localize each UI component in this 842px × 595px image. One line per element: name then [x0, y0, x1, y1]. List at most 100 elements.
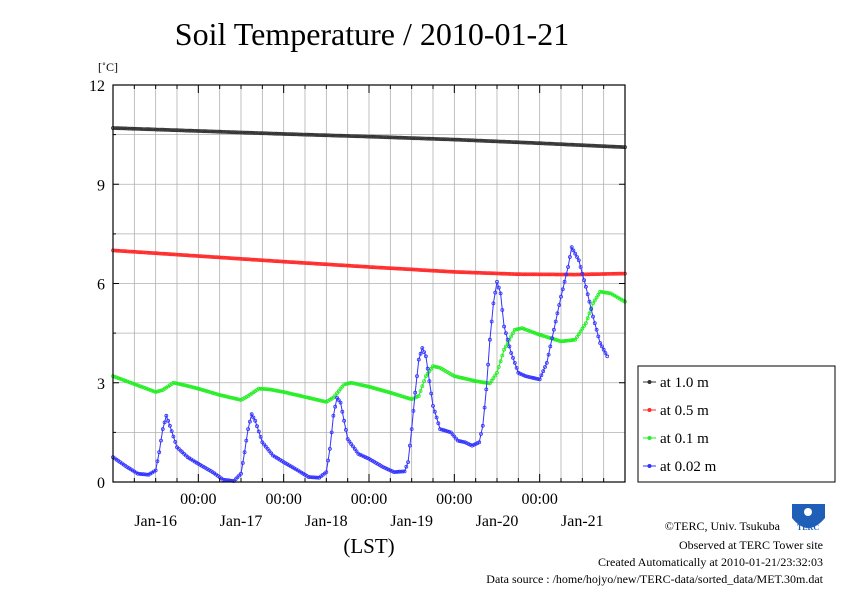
- data-point: [351, 444, 355, 449]
- data-point: [255, 257, 259, 262]
- data-point: [471, 442, 476, 447]
- data-point: [404, 135, 409, 140]
- data-point: [178, 252, 183, 257]
- data-point: [539, 272, 544, 277]
- data-point: [189, 128, 194, 133]
- data-point: [553, 142, 558, 146]
- data-point: [135, 383, 140, 388]
- data-point: [479, 432, 483, 436]
- data-point: [569, 245, 574, 250]
- data-point: [343, 382, 348, 386]
- data-point: [587, 143, 592, 148]
- data-point: [477, 270, 482, 275]
- data-point: [255, 131, 259, 135]
- data-point: [445, 429, 450, 434]
- data-point: [592, 272, 597, 277]
- data-point: [454, 270, 459, 274]
- data-point: [607, 291, 611, 296]
- data-point: [367, 265, 371, 269]
- data-point: [578, 143, 583, 148]
- data-point: [196, 129, 201, 133]
- data-point: [559, 339, 563, 344]
- data-point: [614, 271, 618, 276]
- data-point: [416, 357, 421, 362]
- data-point: [127, 249, 131, 254]
- legend: at 1.0 m at 0.5 m at 0.1 m at 0.02 m: [637, 365, 836, 483]
- data-point: [377, 265, 382, 270]
- data-point: [585, 143, 590, 148]
- data-point: [246, 427, 251, 432]
- data-point: [278, 259, 283, 264]
- data-point: [562, 142, 567, 147]
- data-point: [253, 131, 258, 135]
- data-point: [528, 329, 533, 334]
- data-point: [160, 427, 165, 432]
- data-point: [118, 248, 122, 253]
- terc-logo-shield: [792, 504, 825, 528]
- data-point: [544, 272, 549, 277]
- data-point: [205, 389, 210, 394]
- data-point: [464, 138, 469, 143]
- data-point: [445, 137, 450, 142]
- data-point: [375, 134, 380, 139]
- data-point: [171, 434, 176, 439]
- data-point: [397, 266, 402, 271]
- data-point: [393, 392, 398, 397]
- data-point: [600, 344, 604, 349]
- data-point: [575, 272, 579, 277]
- legend-label: at 1.0 m: [660, 375, 709, 391]
- data-point: [224, 394, 229, 399]
- data-point: [199, 254, 204, 259]
- data-point: [198, 254, 203, 259]
- data-point: [441, 137, 446, 142]
- series-at-0-02-m: [111, 245, 610, 483]
- data-point: [495, 370, 499, 375]
- data-point: [576, 332, 581, 337]
- data-point: [247, 130, 252, 135]
- data-point: [212, 255, 217, 260]
- data-point: [587, 311, 592, 316]
- data-point: [521, 272, 526, 277]
- data-point: [589, 272, 594, 277]
- data-point: [500, 271, 505, 276]
- data-point: [214, 255, 219, 260]
- data-point: [393, 266, 398, 271]
- data-point: [500, 139, 505, 144]
- data-point: [148, 127, 153, 132]
- data-point: [475, 270, 480, 275]
- data-point: [439, 137, 444, 142]
- data-point: [391, 266, 396, 271]
- data-point: [315, 133, 320, 137]
- data-point: [244, 257, 249, 262]
- data-point: [509, 272, 514, 276]
- data-point: [247, 257, 252, 262]
- y-tick-label: 6: [97, 277, 105, 294]
- data-point: [144, 127, 149, 132]
- data-point: [151, 127, 156, 132]
- y-unit-label: [˚C]: [98, 60, 118, 74]
- data-point: [304, 395, 309, 400]
- data-point: [288, 260, 293, 265]
- data-point: [317, 398, 322, 403]
- data-point: [454, 374, 459, 379]
- data-point: [498, 359, 503, 364]
- data-point: [598, 144, 602, 148]
- data-point: [192, 128, 197, 133]
- data-point: [278, 389, 283, 394]
- data-point: [333, 133, 338, 138]
- data-point: [287, 132, 291, 137]
- data-point: [503, 344, 508, 349]
- data-point: [594, 295, 599, 300]
- data-point: [523, 140, 528, 145]
- data-point: [388, 390, 393, 395]
- data-point: [313, 475, 318, 480]
- data-point: [438, 269, 443, 274]
- series-at-0-5-m: [111, 248, 627, 277]
- data-point: [301, 394, 306, 399]
- data-point: [349, 380, 354, 385]
- data-point: [455, 137, 460, 142]
- data-point: [530, 272, 535, 277]
- data-point: [573, 337, 578, 342]
- data-point: [537, 141, 542, 146]
- data-point: [568, 338, 572, 343]
